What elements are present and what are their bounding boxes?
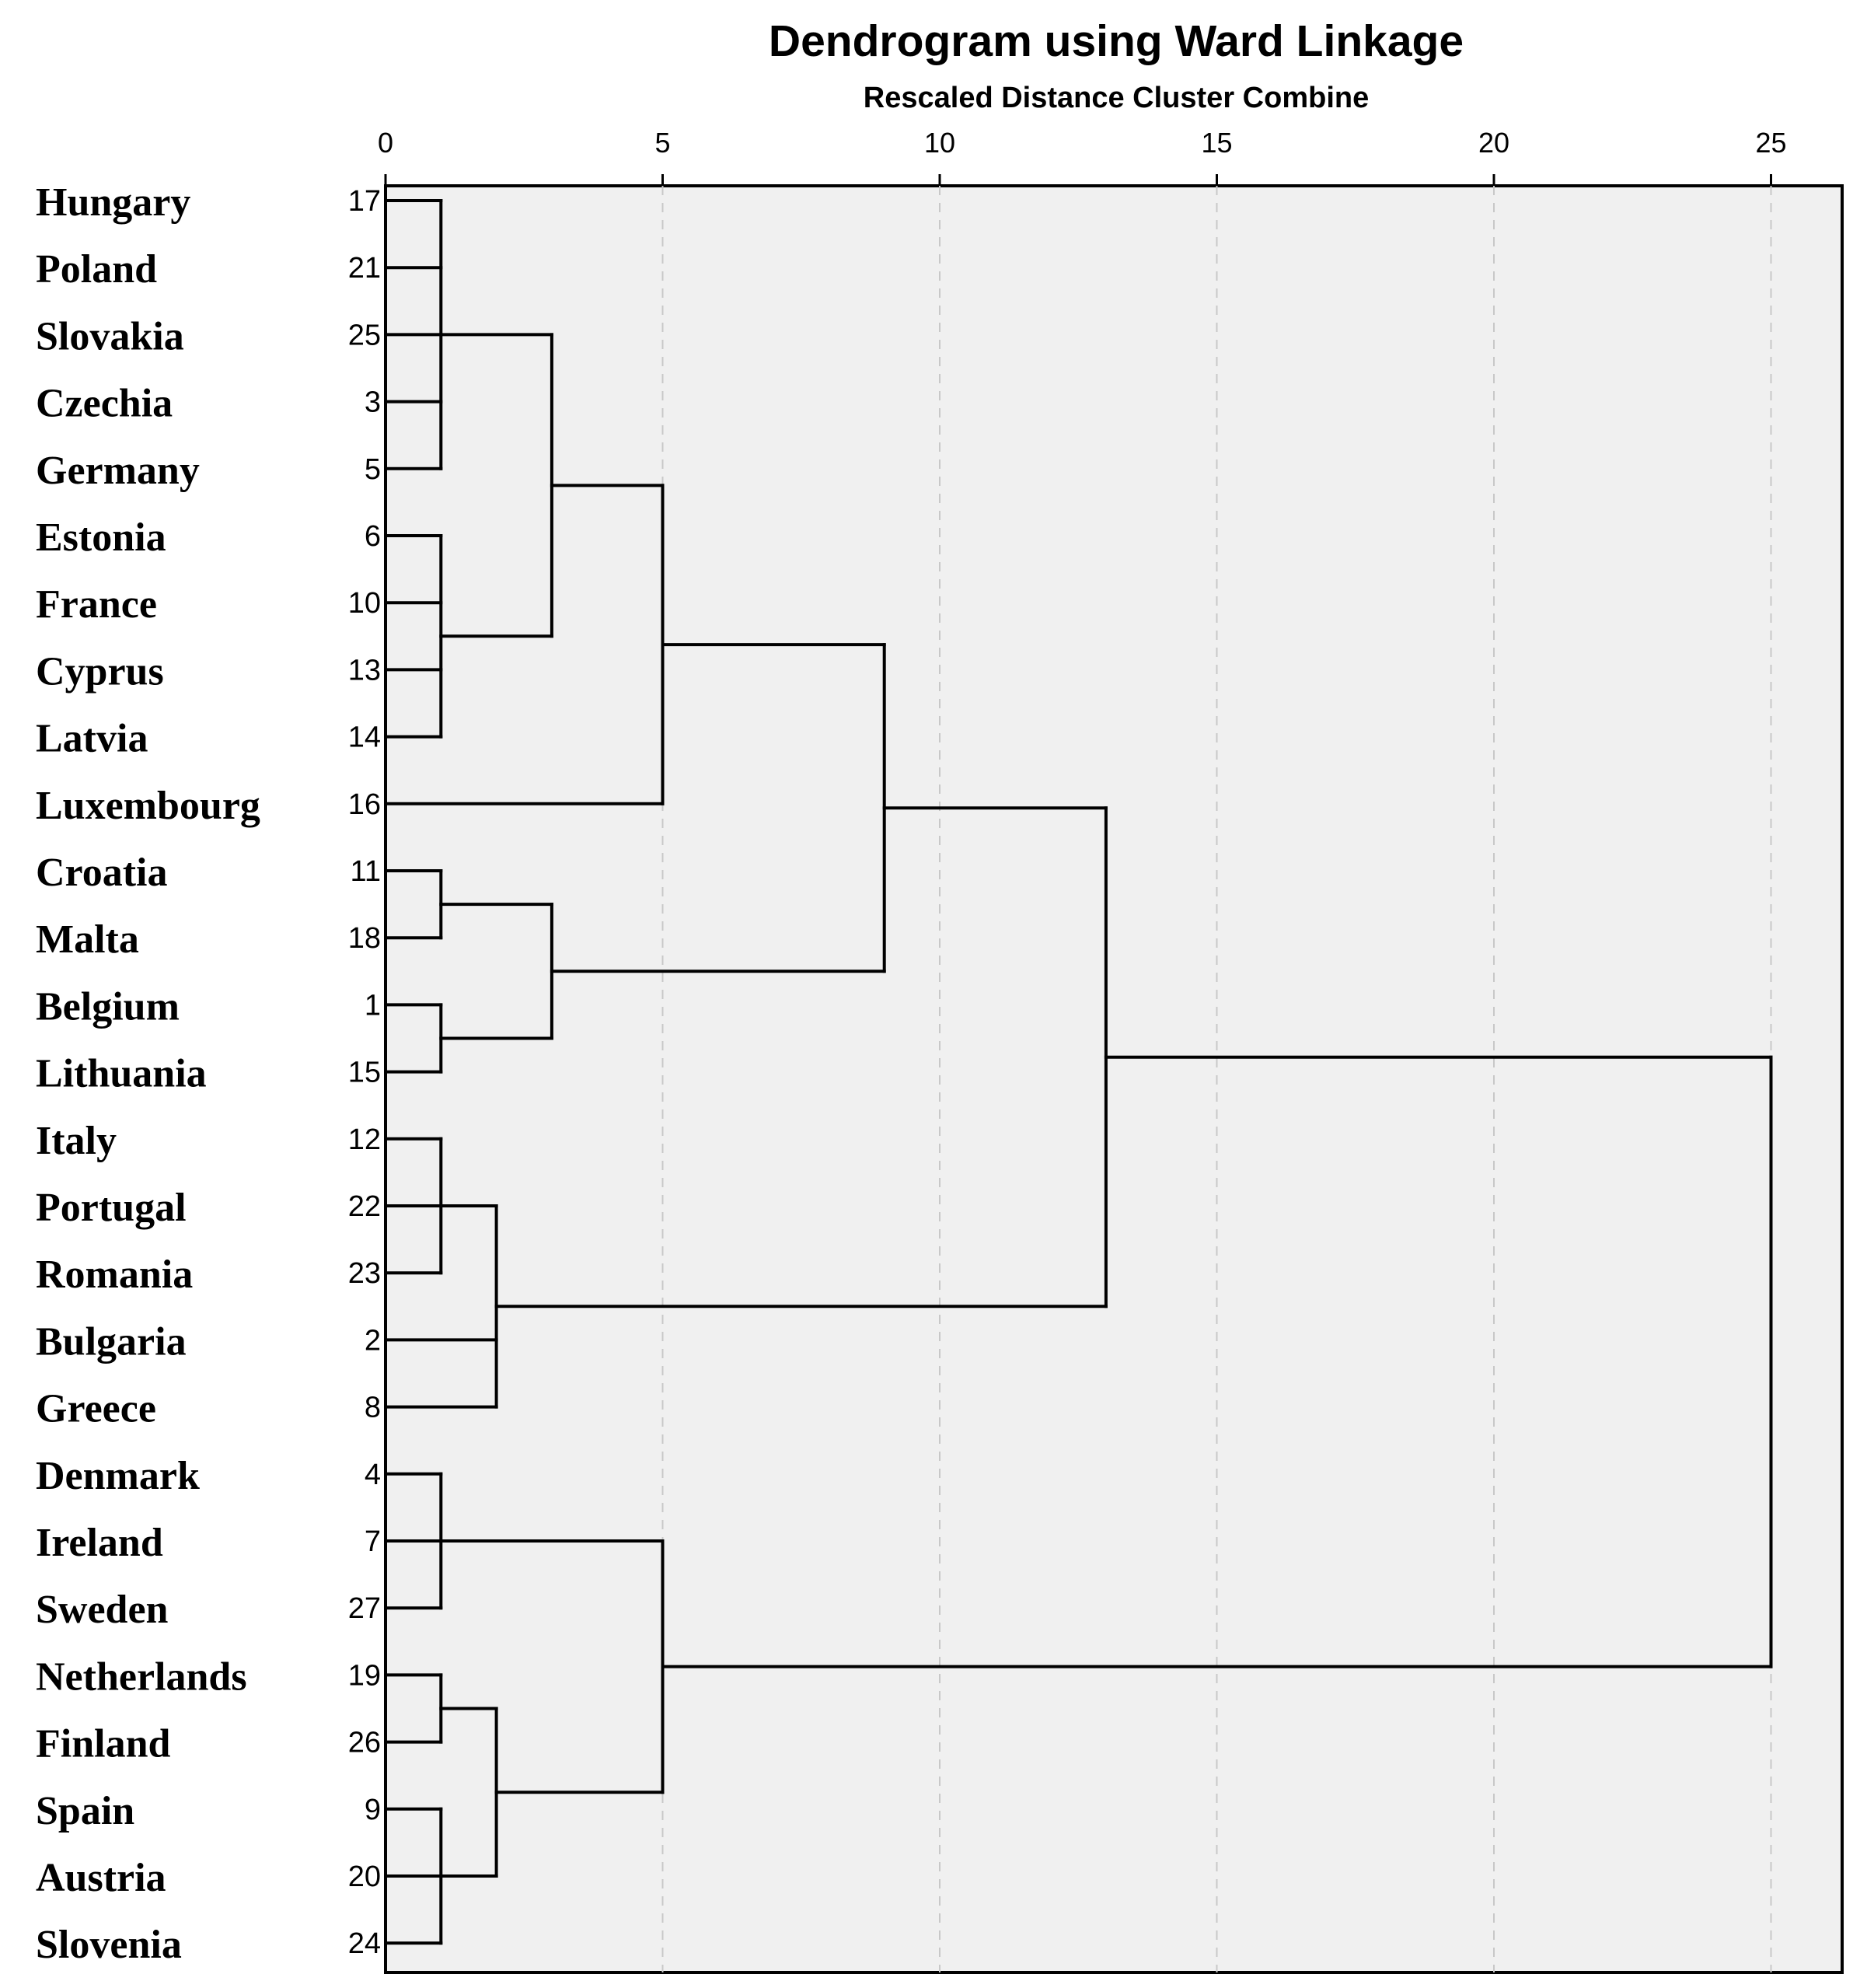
tick-layer: 0 5 10 15 20 25 [378,127,1787,186]
leaf-case-number: 20 [348,1860,381,1893]
leaf-country-label: Malta [36,917,139,962]
x-tick-label: 5 [654,127,670,159]
leaf-case-number: 12 [348,1123,381,1156]
leaf-country-label: Czechia [36,382,173,426]
leaf-case-number: 8 [365,1392,381,1424]
plot-area [384,184,1844,1974]
leaf-country-label: Slovakia [36,314,184,358]
leaf-case-number: 15 [348,1057,381,1089]
chart-subtitle: Rescaled Distance Cluster Combine [864,82,1369,114]
leaf-country-label: Hungary [36,180,190,225]
x-tick-label: 25 [1755,127,1786,159]
leaf-case-number: 5 [365,453,381,486]
x-tick-label: 0 [378,127,393,159]
leaf-case-number: 14 [348,721,381,754]
leaf-country-label: Spain [36,1789,134,1833]
leaf-case-number: 6 [365,520,381,553]
leaf-country-label: France [36,582,157,627]
leaf-case-number: 3 [365,386,381,419]
chart-title: Dendrogram using Ward Linkage [769,16,1464,66]
leaf-country-label: Bulgaria [36,1319,187,1364]
leaf-case-number: 27 [348,1592,381,1625]
leaf-case-number: 22 [348,1190,381,1223]
leaf-country-label: Austria [36,1856,166,1900]
leaf-case-number: 21 [348,252,381,285]
leaf-country-label: Greece [36,1387,156,1431]
leaf-case-number: 9 [365,1794,381,1826]
leaf-country-label: Latvia [36,717,148,761]
leaf-country-label: Slovenia [36,1923,182,1967]
leaf-country-label: Cyprus [36,649,164,694]
leaf-case-number: 25 [348,319,381,351]
x-tick-label: 15 [1201,127,1232,159]
leaf-country-label: Poland [36,247,157,292]
tree-layer [384,199,1773,1945]
leaf-case-number: 10 [348,587,381,620]
leaf-country-label: Finland [36,1722,170,1766]
leaf-country-label: Luxembourg [36,784,260,828]
leaf-case-number: 19 [348,1659,381,1692]
leaf-case-number: 1 [365,989,381,1022]
leaf-case-number: 23 [348,1257,381,1290]
x-tick-label: 20 [1478,127,1509,159]
leaf-country-label: Croatia [36,851,167,895]
leaf-country-label: Belgium [36,984,180,1029]
leaf-country-label: Portugal [36,1186,187,1230]
x-tick-label: 10 [924,127,955,159]
leaf-country-label: Ireland [36,1521,163,1565]
leaf-case-number: 13 [348,654,381,687]
leaf-country-label: Estonia [36,515,166,560]
leaf-case-number: 4 [365,1459,381,1491]
leaf-case-number: 2 [365,1324,381,1357]
leaf-case-number: 18 [348,922,381,955]
leaf-country-label: Sweden [36,1588,169,1632]
leaf-country-label: Italy [36,1119,117,1163]
leaf-case-number: 24 [348,1927,381,1960]
leaf-case-number: 7 [365,1525,381,1558]
leaf-country-label: Denmark [36,1454,200,1498]
leaf-country-label: Germany [36,449,200,493]
leaf-case-number: 16 [348,788,381,821]
leaf-case-number: 26 [348,1727,381,1759]
leaf-country-label: Netherlands [36,1654,247,1699]
leaf-case-number: 11 [351,855,381,888]
leaf-country-label: Lithuania [36,1052,207,1096]
leaf-country-label: Romania [36,1253,193,1297]
leaf-case-number: 17 [348,185,381,218]
